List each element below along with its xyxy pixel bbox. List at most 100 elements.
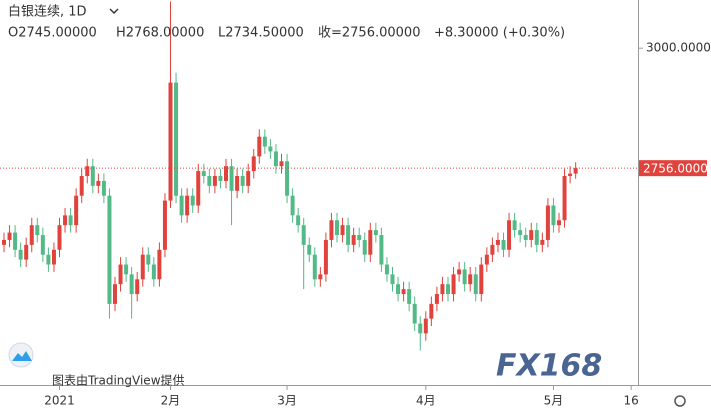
plot: [2, 1, 578, 351]
x-tick-label: 2月: [161, 394, 181, 408]
candle-body: [13, 232, 18, 250]
candle-body: [124, 264, 129, 275]
candle-body: [518, 230, 523, 236]
candle-body: [473, 274, 478, 295]
candle-body: [179, 195, 184, 216]
ohlc-value: L2734.50000: [218, 26, 304, 41]
candle-body: [2, 239, 6, 245]
candle-body: [296, 215, 301, 226]
candle-body: [373, 230, 378, 236]
candle-body: [312, 254, 317, 280]
candle-body: [540, 239, 545, 245]
candle-body: [573, 168, 578, 174]
candle-body: [207, 176, 212, 186]
candle-body: [7, 232, 12, 240]
candle-body: [384, 264, 389, 275]
candle-body: [468, 274, 473, 285]
chart-title[interactable]: 白银连续, 1D: [8, 4, 87, 20]
candle-body: [457, 269, 462, 275]
dropdown-chevron[interactable]: [109, 8, 119, 14]
x-tick-label: 5月: [544, 394, 564, 408]
candle-body: [285, 161, 290, 196]
candle-body: [446, 284, 450, 295]
candle-body: [235, 176, 240, 191]
tv-logo[interactable]: [8, 342, 34, 368]
candle-body: [118, 264, 123, 285]
candle-body: [46, 254, 51, 265]
candle-body: [107, 195, 112, 304]
candle-body: [63, 215, 68, 226]
candle-body: [224, 166, 228, 181]
candle-body: [396, 284, 401, 295]
candle-body: [440, 284, 445, 295]
candle-body: [146, 254, 151, 265]
candle-body: [201, 171, 206, 177]
candle-body: [429, 303, 434, 319]
candle-body: [523, 235, 528, 240]
candle-body: [434, 294, 439, 304]
candle-body: [35, 225, 40, 236]
candle-body: [96, 180, 101, 186]
candle-body: [340, 225, 345, 236]
candle-body: [346, 225, 351, 245]
ohlc-value: 收=2756.00000: [318, 26, 420, 41]
tv-logo-icon: [12, 351, 32, 361]
candle-body: [318, 274, 323, 280]
candle-body: [362, 239, 367, 255]
settings-icon[interactable]: [674, 395, 686, 407]
candle-body: [90, 166, 95, 186]
candle-body: [329, 220, 334, 240]
candle-body: [451, 274, 456, 295]
ohlc-value: O2745.00000: [8, 26, 97, 41]
fx168-logo: FX168: [496, 349, 602, 384]
ohlc-value: +8.30000 (+0.30%): [434, 26, 565, 41]
candle-body: [212, 176, 217, 186]
ohlc-legend: O2745.00000 H2768.00000 L2734.50000 收=2756.…: [8, 26, 565, 41]
candle-body: [257, 136, 262, 157]
candle-body: [74, 195, 79, 226]
last-price-tag: [639, 160, 707, 177]
candle-body: [484, 254, 489, 265]
candle-body: [85, 166, 90, 177]
candle-body: [168, 82, 173, 201]
candle-body: [246, 171, 251, 186]
candle-body: [262, 136, 267, 147]
candle-body: [229, 166, 234, 191]
candle-body: [529, 230, 534, 240]
candle-body: [490, 244, 495, 255]
candle-body: [151, 264, 156, 280]
candle-body: [101, 180, 106, 196]
candle-body: [196, 171, 201, 206]
y-tick-label: 3000.00000: [646, 41, 711, 55]
candle-body: [157, 249, 162, 280]
x-tick-label: 16: [624, 394, 639, 408]
candle-body: [418, 323, 423, 334]
candle-body: [335, 220, 339, 236]
candle-body: [40, 235, 45, 255]
x-tick-label: 2021: [44, 394, 75, 408]
candle-body: [479, 264, 484, 295]
candle-body: [51, 249, 56, 265]
candle-body: [412, 303, 417, 324]
candle-body: [290, 195, 295, 216]
candle-body: [68, 215, 73, 226]
candle-body: [140, 254, 145, 280]
last-price-label: 2756.00000: [643, 162, 711, 176]
candle-body: [240, 176, 245, 186]
candle-body: [24, 244, 29, 260]
candle-body: [307, 244, 312, 255]
candle-body: [495, 239, 500, 245]
x-tick-label: 4月: [416, 394, 436, 408]
candle-body: [251, 156, 256, 172]
candle-body: [462, 269, 467, 285]
candle-body: [18, 249, 23, 260]
candle-body: [190, 195, 195, 206]
candle-body: [368, 230, 373, 255]
candle-body: [135, 279, 140, 295]
candle-body: [129, 274, 134, 295]
candle-body: [357, 235, 362, 240]
x-tick-label: 3月: [277, 394, 297, 408]
candle-body: [279, 161, 284, 167]
